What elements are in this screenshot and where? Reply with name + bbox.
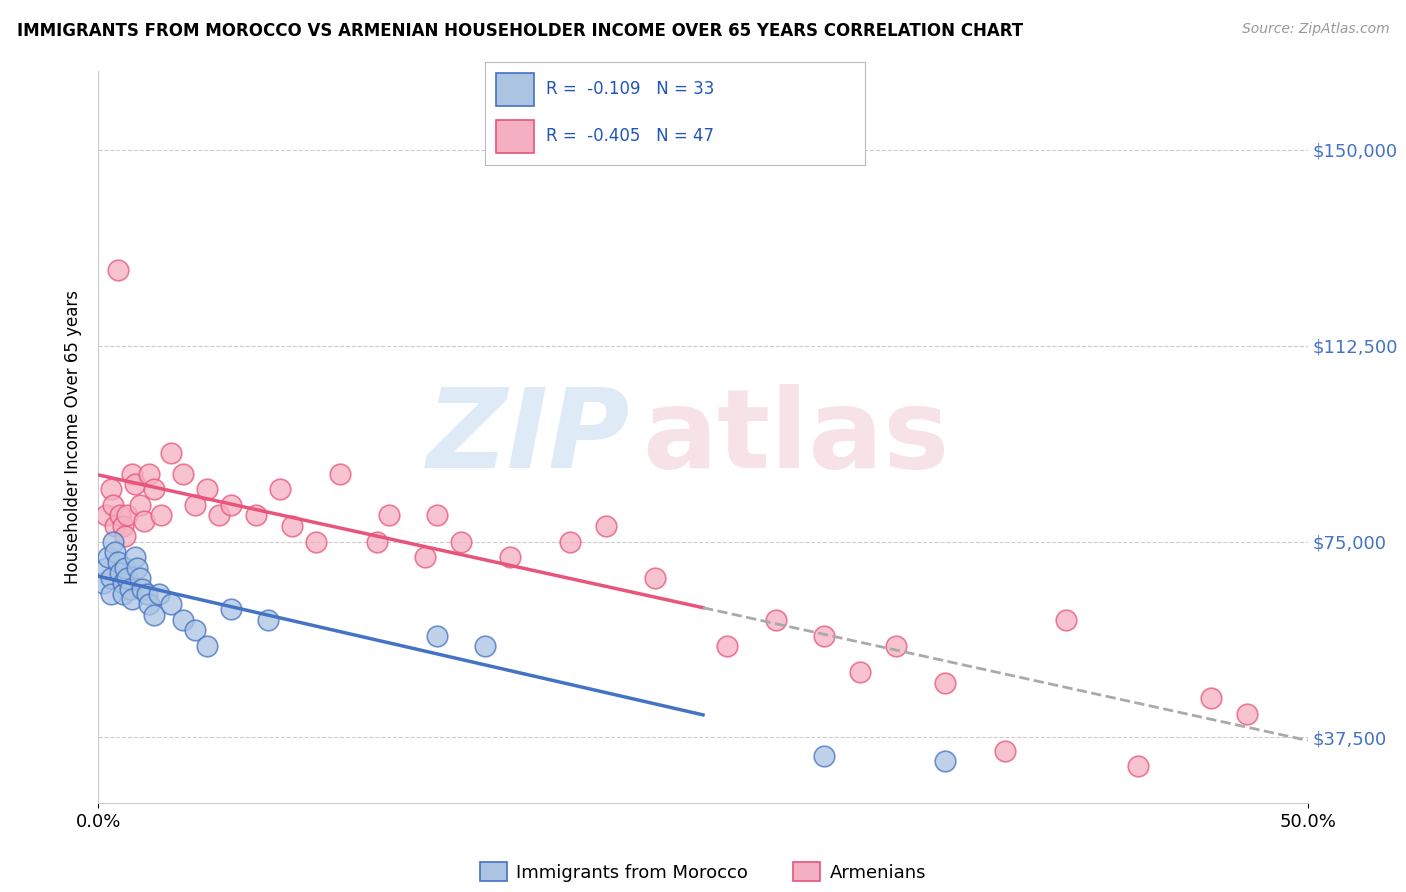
Point (124, 550, 146, 565)
Point (172, 613, 194, 627)
Point (94, 508, 117, 523)
Point (131, 582, 153, 596)
Point (221, 602, 243, 616)
Point (195, 483, 218, 497)
Point (134, 514, 156, 528)
Point (595, 519, 617, 533)
Point (1236, 706, 1258, 721)
Point (221, 498, 243, 512)
Point (305, 534, 328, 549)
Y-axis label: Householder Income Over 65 years: Householder Income Over 65 years (65, 290, 83, 584)
Point (184, 498, 207, 512)
Point (426, 508, 449, 523)
Point (121, 467, 143, 481)
Point (127, 560, 149, 574)
Point (143, 483, 166, 497)
Point (111, 519, 134, 533)
Point (107, 263, 129, 277)
Point (195, 639, 218, 653)
Point (1054, 613, 1077, 627)
Point (716, 639, 738, 653)
Text: IMMIGRANTS FROM MOROCCO VS ARMENIAN HOUSEHOLDER INCOME OVER 65 YEARS CORRELATION: IMMIGRANTS FROM MOROCCO VS ARMENIAN HOUS… (17, 22, 1024, 40)
Point (143, 607, 166, 622)
Point (256, 613, 278, 627)
Point (117, 571, 139, 585)
Point (138, 467, 160, 481)
Point (114, 529, 136, 543)
Point (100, 483, 122, 497)
Bar (496, 73, 534, 105)
Point (148, 587, 170, 601)
Point (329, 467, 352, 481)
Point (813, 748, 835, 763)
Point (208, 508, 231, 523)
Text: R =  -0.109   N = 33: R = -0.109 N = 33 (546, 80, 714, 98)
Point (101, 534, 124, 549)
Point (245, 508, 267, 523)
Point (97, 550, 120, 565)
Point (934, 754, 956, 768)
Legend: Immigrants from Morocco, Armenians: Immigrants from Morocco, Armenians (472, 855, 934, 888)
Point (91, 576, 114, 591)
Point (813, 629, 835, 643)
Bar (496, 120, 534, 153)
Point (934, 675, 956, 690)
Point (558, 534, 581, 549)
Point (108, 566, 131, 580)
Point (849, 665, 872, 680)
Point (281, 519, 304, 533)
Point (94, 560, 117, 574)
Point (100, 587, 122, 601)
Point (111, 576, 134, 591)
Point (117, 508, 139, 523)
Point (450, 534, 472, 549)
Point (1199, 691, 1222, 706)
Point (108, 508, 131, 523)
Point (474, 639, 496, 653)
Point (426, 629, 449, 643)
Point (118, 582, 141, 596)
Text: Source: ZipAtlas.com: Source: ZipAtlas.com (1241, 22, 1389, 37)
Point (366, 534, 388, 549)
Point (1128, 759, 1150, 773)
Point (121, 592, 143, 607)
Point (172, 467, 194, 481)
Point (128, 498, 150, 512)
Point (104, 519, 127, 533)
Point (644, 571, 666, 585)
Point (135, 587, 157, 601)
Point (114, 560, 136, 574)
Point (111, 587, 134, 601)
Point (160, 446, 183, 460)
Point (124, 477, 146, 491)
Point (160, 597, 183, 611)
Point (107, 556, 129, 570)
Point (100, 571, 122, 585)
Point (128, 571, 150, 585)
Text: atlas: atlas (643, 384, 950, 491)
Point (138, 597, 160, 611)
Point (184, 624, 207, 638)
Point (886, 639, 908, 653)
Point (101, 498, 124, 512)
Point (765, 613, 787, 627)
Point (104, 545, 127, 559)
Point (269, 483, 291, 497)
Point (377, 508, 399, 523)
Point (413, 550, 436, 565)
Point (994, 743, 1017, 757)
Text: ZIP: ZIP (427, 384, 630, 491)
Text: R =  -0.405   N = 47: R = -0.405 N = 47 (546, 128, 714, 145)
Point (150, 508, 173, 523)
Point (498, 550, 520, 565)
